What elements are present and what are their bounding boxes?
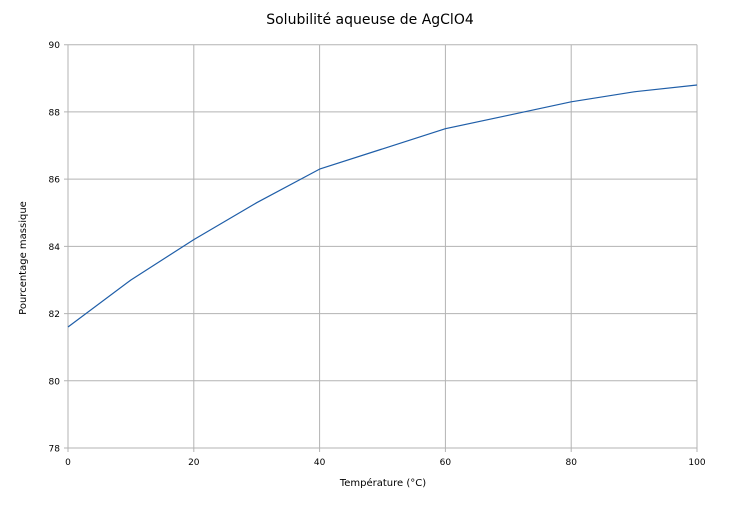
y-tick-label: 80 [49, 377, 61, 387]
grid [64, 44, 698, 452]
series-lines [67, 84, 698, 328]
chart-title: Solubilité aqueuse de AgClO4 [266, 12, 474, 28]
y-tick-label: 84 [49, 243, 61, 253]
y-tick-label: 90 [49, 41, 61, 51]
y-tick-label: 82 [49, 310, 60, 320]
x-tick-label: 20 [188, 458, 200, 468]
y-tick-label: 88 [49, 108, 61, 118]
x-axis-label: Température (°C) [339, 477, 426, 489]
x-tick-label: 0 [65, 458, 71, 468]
x-tick-label: 60 [440, 458, 452, 468]
x-tick-label: 100 [688, 458, 705, 468]
x-tick-label: 40 [314, 458, 326, 468]
y-tick-label: 78 [49, 445, 61, 455]
y-axis-label: Pourcentage massique [18, 201, 29, 315]
tick-labels: 78 80 82 84 86 88 90 0 20 40 60 80 100 [49, 41, 706, 468]
y-tick-label: 86 [49, 176, 61, 186]
series-line [67, 84, 698, 328]
x-tick-label: 80 [565, 458, 577, 468]
